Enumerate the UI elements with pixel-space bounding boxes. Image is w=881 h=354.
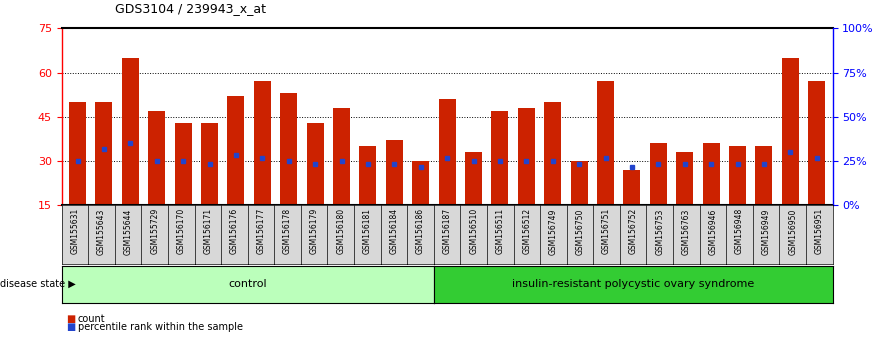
Bar — [386, 141, 403, 205]
Bar — [95, 102, 113, 205]
Bar — [624, 170, 640, 205]
Bar — [227, 96, 245, 205]
Bar — [729, 146, 746, 205]
Text: GSM156184: GSM156184 — [389, 208, 398, 255]
Bar — [412, 161, 429, 205]
Text: GSM156752: GSM156752 — [629, 208, 638, 255]
Bar — [544, 102, 561, 205]
Text: GSM156950: GSM156950 — [788, 208, 797, 255]
Text: GSM156749: GSM156749 — [549, 208, 558, 255]
Text: count: count — [78, 314, 105, 324]
Bar — [69, 102, 86, 205]
Bar — [492, 111, 508, 205]
Text: GSM156763: GSM156763 — [682, 208, 691, 255]
Text: GSM156181: GSM156181 — [363, 208, 372, 254]
Text: GSM156187: GSM156187 — [442, 208, 452, 255]
Bar — [148, 111, 166, 205]
Text: GSM155631: GSM155631 — [70, 208, 79, 255]
Text: GSM156171: GSM156171 — [204, 208, 212, 255]
Text: GDS3104 / 239943_x_at: GDS3104 / 239943_x_at — [115, 2, 265, 15]
Text: GSM156949: GSM156949 — [761, 208, 771, 255]
Bar — [280, 93, 297, 205]
Bar — [702, 143, 720, 205]
Text: GSM156176: GSM156176 — [230, 208, 239, 255]
Text: GSM156946: GSM156946 — [708, 208, 717, 255]
Text: percentile rank within the sample: percentile rank within the sample — [78, 322, 242, 332]
Bar — [649, 143, 667, 205]
Bar — [201, 123, 218, 205]
Text: GSM156170: GSM156170 — [177, 208, 186, 255]
Text: GSM156512: GSM156512 — [522, 208, 531, 255]
Bar — [359, 146, 376, 205]
Text: GSM155729: GSM155729 — [150, 208, 159, 255]
Bar — [571, 161, 588, 205]
Text: disease state ▶: disease state ▶ — [0, 279, 76, 289]
Bar — [465, 152, 482, 205]
Bar — [808, 81, 825, 205]
Bar — [439, 99, 455, 205]
Text: GSM156753: GSM156753 — [655, 208, 664, 255]
Bar — [254, 81, 270, 205]
Text: GSM156948: GSM156948 — [735, 208, 744, 255]
Text: control: control — [228, 279, 267, 289]
Bar — [122, 58, 139, 205]
Text: insulin-resistant polycystic ovary syndrome: insulin-resistant polycystic ovary syndr… — [512, 279, 754, 289]
Text: ■: ■ — [66, 314, 75, 324]
Text: GSM156951: GSM156951 — [815, 208, 824, 255]
Bar — [597, 81, 614, 205]
Bar — [781, 58, 799, 205]
Text: GSM156179: GSM156179 — [310, 208, 319, 255]
Text: GSM156177: GSM156177 — [256, 208, 265, 255]
Bar — [755, 146, 773, 205]
Bar — [676, 152, 693, 205]
Bar — [518, 108, 535, 205]
Text: GSM156750: GSM156750 — [575, 208, 584, 255]
Bar — [333, 108, 350, 205]
Text: GSM155643: GSM155643 — [97, 208, 106, 255]
Text: GSM156751: GSM156751 — [602, 208, 611, 255]
Text: ■: ■ — [66, 322, 75, 332]
Text: GSM156510: GSM156510 — [470, 208, 478, 255]
Bar — [174, 123, 192, 205]
Text: GSM156178: GSM156178 — [283, 208, 292, 255]
Text: GSM155644: GSM155644 — [123, 208, 133, 255]
Text: GSM156511: GSM156511 — [496, 208, 505, 255]
Bar — [307, 123, 323, 205]
Text: GSM156180: GSM156180 — [337, 208, 345, 255]
Text: GSM156186: GSM156186 — [416, 208, 425, 255]
